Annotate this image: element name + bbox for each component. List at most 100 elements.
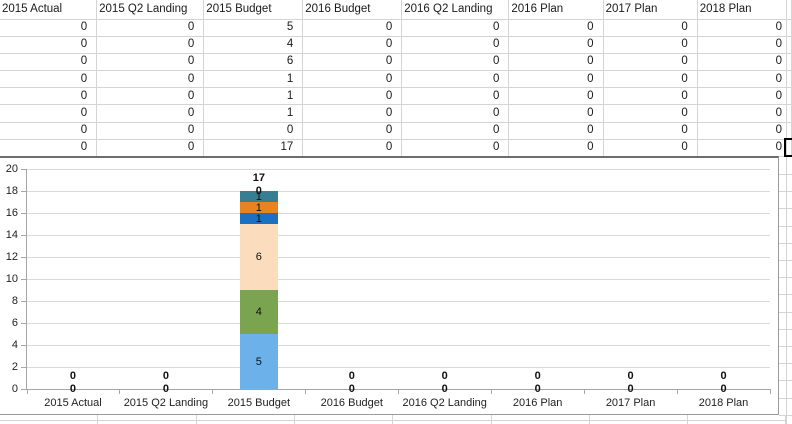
value-cell[interactable]: 0 — [508, 122, 604, 140]
value-cell[interactable]: 0 — [302, 53, 403, 72]
chart-gridline — [26, 235, 770, 236]
value-cell[interactable]: 0 — [302, 70, 403, 89]
value-cell[interactable]: 0 — [401, 139, 510, 158]
value-cell[interactable]: 0 — [401, 19, 510, 37]
value-cell[interactable]: 5 — [203, 19, 304, 37]
value-cell[interactable]: 0 — [96, 87, 205, 106]
value-cell[interactable]: 0 — [508, 104, 604, 123]
chart-gridline — [26, 367, 770, 368]
value-cell[interactable]: 0 — [302, 122, 403, 140]
bar-segment[interactable] — [239, 224, 278, 290]
value-cell[interactable]: 0 — [508, 19, 604, 37]
value-cell[interactable]: 0 — [697, 87, 792, 106]
value-cell[interactable]: 0 — [508, 70, 604, 89]
value-cell[interactable]: 0 — [96, 139, 205, 158]
column-header-cell[interactable]: 2018 Plan — [697, 0, 792, 20]
value-cell[interactable]: 0 — [96, 53, 205, 72]
value-cell[interactable]: 0 — [0, 122, 98, 140]
value-cell[interactable]: 0 — [96, 122, 205, 140]
value-cell[interactable]: 0 — [401, 53, 510, 72]
value-cell[interactable]: 0 — [603, 70, 698, 89]
value-cell[interactable]: 0 — [603, 36, 698, 54]
value-cell[interactable]: 0 — [603, 53, 698, 72]
zero-data-label: 0 — [69, 383, 77, 395]
column-header-cell[interactable]: 2015 Budget — [203, 0, 304, 20]
chart-gridline — [26, 169, 770, 170]
value-cell[interactable]: 0 — [697, 122, 792, 140]
value-cell[interactable]: 0 — [401, 104, 510, 123]
y-axis-tick — [21, 389, 26, 390]
value-cell[interactable]: 0 — [302, 87, 403, 106]
x-axis-category-label: 2015 Budget — [227, 397, 291, 409]
value-cell[interactable]: 0 — [302, 19, 403, 37]
value-cell[interactable]: 0 — [96, 19, 205, 37]
sheet-gridlines-bottom — [0, 415, 786, 424]
total-data-label: 0 — [69, 370, 77, 382]
value-cell[interactable]: 0 — [697, 36, 792, 54]
value-cell[interactable]: 1 — [203, 87, 304, 106]
value-cell[interactable]: 0 — [0, 70, 98, 89]
column-header-cell[interactable]: 2015 Q2 Landing — [96, 0, 205, 20]
value-cell[interactable]: 0 — [697, 53, 792, 72]
value-cell[interactable]: 0 — [697, 70, 792, 89]
y-axis-label: 6 — [11, 317, 18, 329]
column-header-cell[interactable]: 2016 Budget — [302, 0, 403, 20]
value-cell[interactable]: 0 — [508, 139, 604, 158]
total-data-label: 0 — [162, 370, 169, 382]
column-header-cell[interactable]: 2015 Actual — [0, 0, 98, 20]
y-axis-label: 14 — [5, 229, 18, 241]
value-cell[interactable]: 0 — [0, 139, 98, 158]
bar-segment[interactable] — [239, 290, 278, 334]
value-cell[interactable]: 0 — [0, 36, 98, 54]
value-cell[interactable]: 0 — [603, 19, 698, 37]
value-cell[interactable]: 0 — [96, 70, 205, 89]
value-cell[interactable]: 0 — [401, 70, 510, 89]
value-cell[interactable]: 0 — [401, 36, 510, 54]
sheet-gridline-horizontal — [779, 260, 792, 261]
value-cell[interactable]: 0 — [508, 36, 604, 54]
column-header-cell[interactable]: 2016 Plan — [508, 0, 604, 20]
value-cell[interactable]: 4 — [203, 36, 304, 54]
x-axis-tick — [119, 389, 121, 394]
value-cell[interactable]: 0 — [302, 36, 403, 54]
value-cell[interactable]: 0 — [401, 87, 510, 106]
column-header-cell[interactable]: 2016 Q2 Landing — [401, 0, 510, 20]
chart-gridline — [26, 301, 770, 302]
value-cell[interactable]: 0 — [0, 19, 98, 37]
value-cell[interactable]: 0 — [603, 122, 698, 140]
sheet-gridline-vertical — [687, 415, 688, 424]
value-cell[interactable]: 1 — [203, 70, 304, 89]
bar-segment[interactable] — [239, 213, 278, 224]
value-cell[interactable]: 0 — [0, 104, 98, 123]
value-cell[interactable]: 0 — [302, 104, 403, 123]
y-axis-tick — [21, 301, 26, 302]
bar-segment[interactable] — [239, 202, 278, 213]
value-cell[interactable]: 1 — [203, 104, 304, 123]
value-cell[interactable]: 0 — [401, 122, 510, 140]
value-cell[interactable]: 0 — [508, 53, 604, 72]
sheet-gridline-horizontal — [779, 328, 792, 330]
value-cell[interactable]: 0 — [96, 36, 205, 54]
x-axis-tick — [491, 389, 493, 394]
value-cell[interactable]: 0 — [0, 53, 98, 72]
value-cell[interactable]: 17 — [203, 139, 304, 158]
sheet-gridline-vertical — [392, 415, 393, 424]
bar-segment[interactable] — [239, 191, 278, 202]
value-cell[interactable]: 6 — [203, 53, 304, 72]
value-cell[interactable]: 0 — [302, 139, 403, 158]
chart[interactable]: 0 2 4 6 8 10 12 14 16 18 20 2015 Actual 2015 Q2 Land… — [0, 156, 779, 415]
value-cell[interactable]: 0 — [603, 87, 698, 106]
active-cell-border[interactable] — [784, 138, 792, 157]
bar-segment[interactable] — [239, 334, 278, 389]
value-cell[interactable]: 0 — [697, 19, 792, 37]
value-cell[interactable]: 0 — [603, 139, 698, 158]
sheet-gridline-horizontal — [779, 363, 792, 365]
value-cell[interactable]: 0 — [697, 139, 792, 158]
value-cell[interactable]: 0 — [603, 104, 698, 123]
column-header-cell[interactable]: 2017 Plan — [603, 0, 698, 20]
value-cell[interactable]: 0 — [697, 104, 792, 123]
value-cell[interactable]: 0 — [508, 87, 604, 106]
value-cell[interactable]: 0 — [96, 104, 205, 123]
value-cell[interactable]: 0 — [0, 87, 98, 106]
value-cell[interactable]: 0 — [203, 122, 304, 140]
